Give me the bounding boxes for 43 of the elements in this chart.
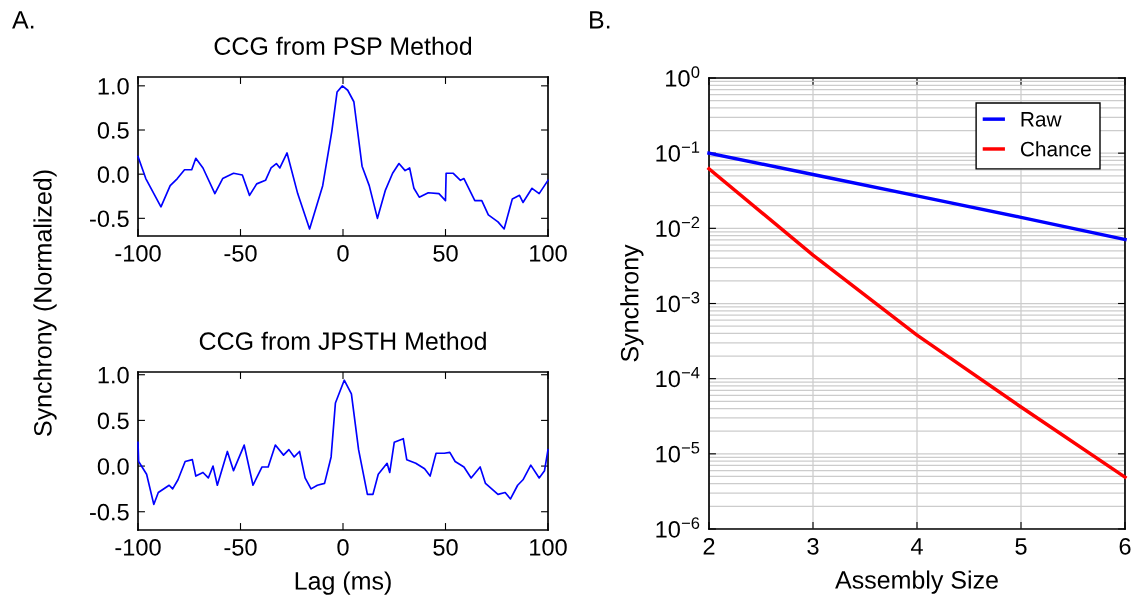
x-tick-label: 100: [530, 538, 567, 556]
x-tick-label: 100: [530, 244, 567, 262]
y-tick-label: 10$^{−3}$: [656, 291, 700, 313]
y-tick-label: -0.5: [90, 210, 129, 228]
y-tick-label: 10$^{−2}$: [656, 216, 700, 238]
legend-label: Chance: [1020, 141, 1091, 157]
x-tick-label: 4: [910, 538, 923, 555]
line-series: [137, 379, 549, 506]
x-tick-label: 3: [807, 537, 819, 555]
y-tick-label: 0.0: [97, 458, 129, 475]
x-tick-label: -50: [224, 244, 257, 262]
y-tick-label: 0.5: [97, 412, 129, 430]
y-tick-label: 10$^{−5}$: [656, 442, 700, 463]
x-tick-label: 0: [337, 538, 349, 556]
legend-label: Raw: [1021, 112, 1062, 127]
chart-title: CCG from PSP Method: [214, 36, 472, 56]
text: A.: [12, 11, 34, 29]
x-tick-label: 0: [337, 244, 349, 262]
chart-title: CCG from JPSTH Method: [199, 331, 486, 351]
x-tick-label: 5: [1015, 538, 1027, 555]
line-series: [707, 167, 1127, 479]
y-tick-label: 0.5: [97, 122, 129, 139]
y-tick-label: 10$^{−1}$: [656, 141, 700, 162]
y-tick-label: 1.0: [98, 366, 129, 384]
y-tick-label: 10$^{0}$: [666, 66, 700, 87]
x-tick-label: -100: [115, 244, 161, 262]
x-tick-label: 50: [433, 244, 458, 262]
y-tick-label: 0.0: [97, 166, 129, 183]
y-tick-label: 10$^{−4}$: [656, 366, 700, 388]
text: B.: [590, 11, 610, 29]
x-axis-title: Lag (ms): [295, 571, 391, 595]
y-axis-title: Synchrony: [620, 244, 644, 362]
x-axis-title: Assembly Size: [835, 570, 998, 594]
line-series: [137, 84, 549, 230]
y-tick-label: 1.0: [98, 77, 129, 95]
y-axis-title: Synchrony (Normalized): [33, 170, 57, 436]
x-tick-label: 2: [703, 537, 715, 555]
x-tick-label: -100: [115, 538, 161, 556]
x-tick-label: 6: [1119, 537, 1131, 555]
x-tick-label: -50: [224, 538, 257, 556]
y-tick-label: -0.5: [90, 503, 129, 521]
y-tick-label: 10$^{−6}$: [656, 517, 700, 538]
x-tick-label: 50: [433, 538, 458, 556]
